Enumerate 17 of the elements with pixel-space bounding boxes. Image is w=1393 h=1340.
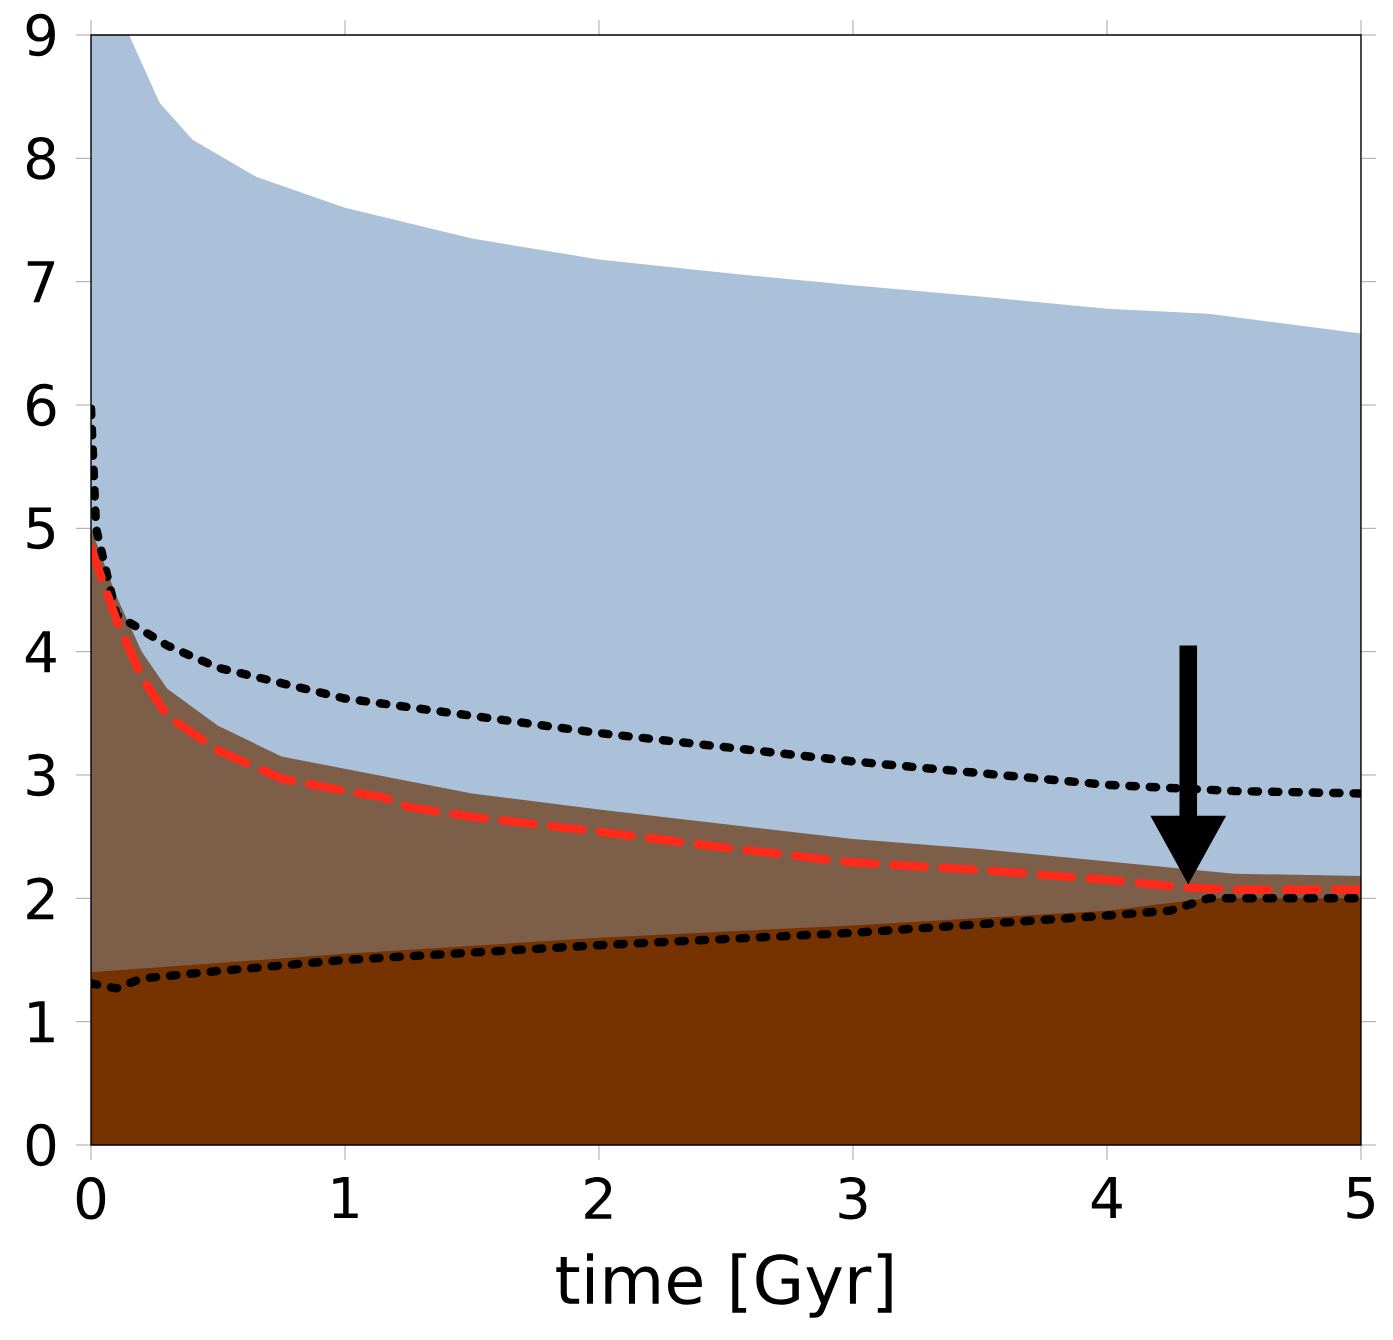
x-axis-title: time [Gyr] xyxy=(556,1253,892,1318)
y-tick-label: 5 xyxy=(27,507,54,550)
y-tick-label: 4 xyxy=(25,631,56,673)
x-tick-label: 1 xyxy=(333,1177,358,1219)
y-tick-label: 1 xyxy=(29,1001,54,1043)
y-tick-label: 0 xyxy=(26,1123,56,1167)
x-tick-label: 5 xyxy=(1347,1177,1374,1219)
y-tick-label: 9 xyxy=(26,13,55,57)
x-tick-label: 4 xyxy=(1091,1177,1122,1219)
x-tick-label: 2 xyxy=(585,1177,612,1219)
y-tick-label: 6 xyxy=(27,383,56,427)
y-tick-label: 2 xyxy=(27,877,54,920)
x-tick-label: 0 xyxy=(76,1177,106,1220)
y-tick-label: 7 xyxy=(27,261,55,303)
y-tick-label: 3 xyxy=(27,753,55,797)
y-tick-label: 8 xyxy=(26,137,56,180)
x-tick-label: 3 xyxy=(839,1177,867,1220)
